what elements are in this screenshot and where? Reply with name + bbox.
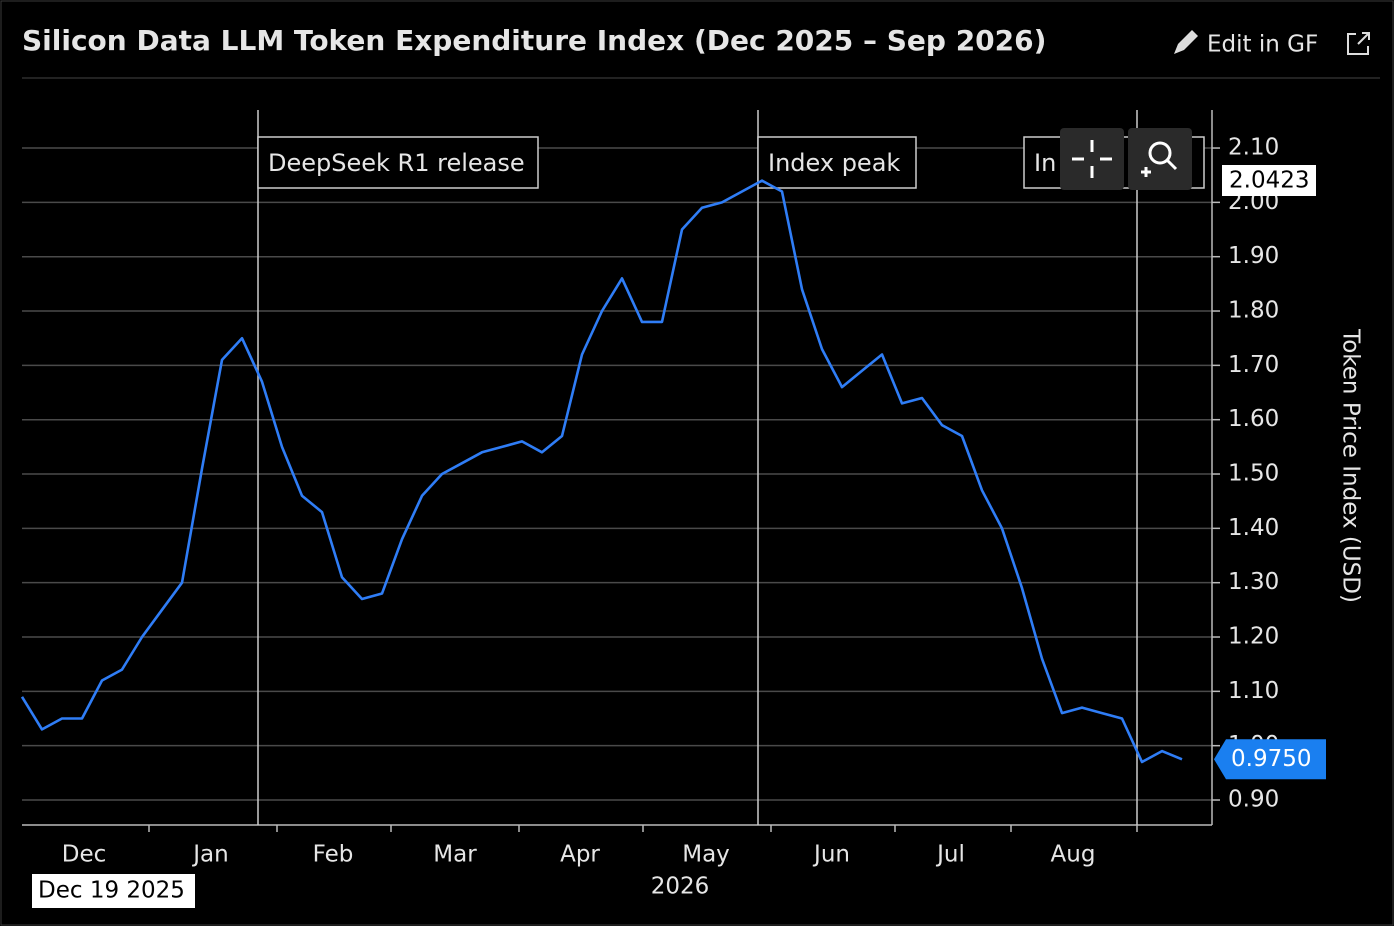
last-value-label: 0.9750 bbox=[1231, 746, 1311, 772]
y-tick-label: 1.90 bbox=[1228, 243, 1279, 269]
popout-icon[interactable] bbox=[1347, 32, 1370, 55]
x-tick-label: Jul bbox=[935, 842, 965, 868]
x-tick-label: Mar bbox=[433, 842, 477, 868]
x-tick-label: Apr bbox=[560, 842, 600, 868]
edit-link[interactable]: Edit in GF bbox=[1207, 32, 1318, 58]
crosshair-button[interactable] bbox=[1060, 128, 1124, 190]
last-value-tag bbox=[1214, 739, 1326, 780]
x-tick-label: Jun bbox=[812, 842, 850, 868]
crosshair-x-tag bbox=[32, 874, 195, 908]
y-tick-label: 1.40 bbox=[1228, 515, 1279, 541]
annotation-label: In bbox=[1034, 149, 1056, 177]
x-tick-label: Dec bbox=[62, 842, 107, 868]
x-tick-label: May bbox=[682, 842, 730, 868]
zoom-button[interactable] bbox=[1128, 128, 1192, 190]
crosshair-x-label: Dec 19 2025 bbox=[38, 878, 185, 904]
y-tick-label: 1.10 bbox=[1228, 678, 1279, 704]
y-axis-label: Token Price Index (USD) bbox=[1338, 328, 1364, 603]
line-series bbox=[20, 179, 1183, 764]
y-tick-label: 1.80 bbox=[1228, 298, 1279, 324]
zoom-icon bbox=[1141, 158, 1178, 177]
y-tick-label: 1.60 bbox=[1228, 406, 1279, 432]
x-tick-label: Jan bbox=[191, 842, 228, 868]
y-tick-label: 1.70 bbox=[1228, 352, 1279, 378]
chart-title: Silicon Data LLM Token Expenditure Index… bbox=[22, 24, 1046, 57]
y-tick-label: 0.90 bbox=[1228, 787, 1279, 813]
annotation-label: Index peak bbox=[768, 149, 900, 177]
button-bg bbox=[1128, 128, 1192, 190]
x-tick-label: Aug bbox=[1051, 842, 1096, 868]
edit-icon[interactable] bbox=[1174, 30, 1198, 54]
button-bg bbox=[1060, 128, 1124, 190]
crosshair-y-label: 2.0423 bbox=[1229, 168, 1309, 194]
x-tick-label: Feb bbox=[313, 842, 354, 868]
y-tick-label: 1.30 bbox=[1228, 569, 1279, 595]
y-tick-label: 1.20 bbox=[1228, 624, 1279, 650]
crosshair-icon bbox=[1072, 140, 1112, 178]
zoom-icon bbox=[1148, 141, 1172, 165]
year-label: 2026 bbox=[651, 874, 710, 900]
y-tick-label: 1.50 bbox=[1228, 461, 1279, 487]
annotation-box bbox=[757, 136, 917, 189]
crosshair-y-tag bbox=[1222, 165, 1316, 196]
annotation-box bbox=[257, 136, 539, 189]
annotation-label: DeepSeek R1 release bbox=[268, 149, 525, 177]
y-tick-label: 2.10 bbox=[1228, 135, 1279, 161]
